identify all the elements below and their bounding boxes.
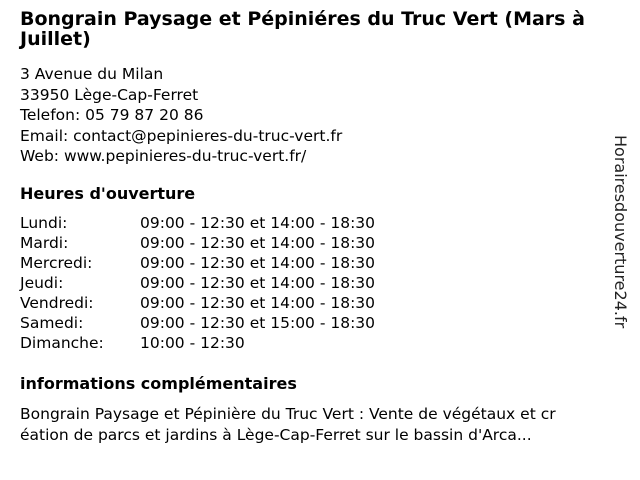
day: Lundi: [20, 214, 68, 232]
day: Mardi: [20, 234, 69, 252]
day: Vendredi: [20, 294, 94, 312]
time: 09:00 - 12:30 et 14:00 - 18:30 [140, 234, 376, 252]
website: Web: www.pepinieres-du-truc-vert.fr/ [20, 147, 307, 165]
hours-row: Dimanche: 10:00 - 12:30 [20, 333, 375, 353]
hours-row: Mardi: 09:00 - 12:30 et 14:00 - 18:30 [20, 233, 375, 253]
hours-heading: Heures d'ouverture [20, 184, 196, 203]
hours-row: Jeudi: 09:00 - 12:30 et 14:00 - 18:30 [20, 273, 375, 293]
time: 10:00 - 12:30 [140, 334, 245, 352]
day: Dimanche: [20, 334, 104, 352]
hours-row: Samedi: 09:00 - 12:30 et 15:00 - 18:30 [20, 313, 375, 333]
day: Jeudi: [20, 274, 64, 292]
info-description: Bongrain Paysage et Pépinière du Truc Ve… [20, 404, 630, 446]
hours-row: Lundi: 09:00 - 12:30 et 14:00 - 18:30 [20, 213, 375, 233]
phone: Telefon: 05 79 87 20 86 [20, 106, 204, 124]
day: Samedi: [20, 314, 84, 332]
hours-row: Mercredi: 09:00 - 12:30 et 14:00 - 18:30 [20, 253, 375, 273]
watermark: Horairesdouverture24.fr [611, 135, 630, 329]
time: 09:00 - 12:30 et 15:00 - 18:30 [140, 314, 376, 332]
time: 09:00 - 12:30 et 14:00 - 18:30 [140, 274, 376, 292]
hours-row: Vendredi: 09:00 - 12:30 et 14:00 - 18:30 [20, 293, 375, 313]
address-city: 33950 Lège-Cap-Ferret [20, 85, 199, 104]
business-title: Bongrain Paysage et Pépiniéres du Truc V… [20, 8, 585, 50]
hours-table: Lundi: 09:00 - 12:30 et 14:00 - 18:30 Mar… [20, 213, 375, 353]
description-line: Bongrain Paysage et Pépinière du Truc Ve… [20, 405, 556, 423]
address-line: 3 Avenue du Milan [20, 65, 164, 83]
email: Email: contact@pepinieres-du-truc-vert.f… [20, 126, 343, 145]
time: 09:00 - 12:30 et 14:00 - 18:30 [140, 294, 376, 312]
contact-block: 3 Avenue du Milan 33950 Lège-Cap-Ferret … [20, 64, 342, 167]
day: Mercredi: [20, 254, 93, 272]
info-heading: informations complémentaires [20, 374, 297, 393]
time: 09:00 - 12:30 et 14:00 - 18:30 [140, 254, 376, 272]
description-line: éation de parcs et jardins à Lège-Cap-Fe… [20, 426, 532, 444]
time: 09:00 - 12:30 et 14:00 - 18:30 [140, 214, 376, 232]
